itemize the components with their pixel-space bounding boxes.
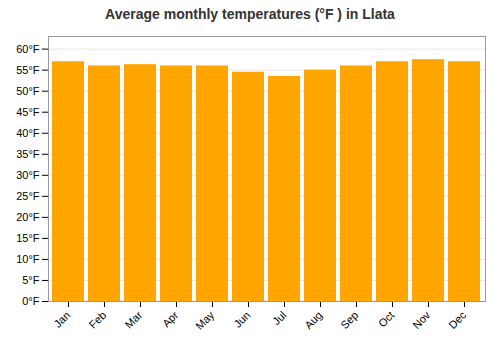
svg-text:55°F: 55°F bbox=[16, 64, 40, 76]
svg-text:60°F: 60°F bbox=[16, 43, 40, 55]
svg-text:0°F: 0°F bbox=[22, 295, 40, 307]
svg-text:Feb: Feb bbox=[87, 309, 109, 331]
svg-text:Jun: Jun bbox=[231, 309, 252, 330]
svg-text:Mar: Mar bbox=[123, 309, 145, 331]
svg-text:40°F: 40°F bbox=[16, 127, 40, 139]
svg-text:35°F: 35°F bbox=[16, 148, 40, 160]
svg-text:5°F: 5°F bbox=[22, 274, 40, 286]
svg-text:Apr: Apr bbox=[160, 309, 181, 330]
svg-text:Dec: Dec bbox=[446, 308, 469, 331]
svg-text:Jul: Jul bbox=[270, 309, 288, 327]
html-text:Average monthly temperatures (: Average monthly temperatures (°F ) in Ll… bbox=[105, 6, 395, 22]
svg-text:30°F: 30°F bbox=[16, 169, 40, 181]
svg-text:50°F: 50°F bbox=[16, 85, 40, 97]
svg-text:20°F: 20°F bbox=[16, 211, 40, 223]
svg-text:Nov: Nov bbox=[410, 308, 433, 331]
svg-text:May: May bbox=[193, 308, 217, 332]
svg-text:10°F: 10°F bbox=[16, 253, 40, 265]
svg-text:25°F: 25°F bbox=[16, 190, 40, 202]
svg-text:Sep: Sep bbox=[338, 309, 360, 331]
svg-text:Oct: Oct bbox=[376, 309, 397, 330]
svg-text:45°F: 45°F bbox=[16, 106, 40, 118]
svg-text:Aug: Aug bbox=[302, 309, 324, 331]
svg-text:Jan: Jan bbox=[51, 309, 72, 330]
svg-text:15°F: 15°F bbox=[16, 232, 40, 244]
